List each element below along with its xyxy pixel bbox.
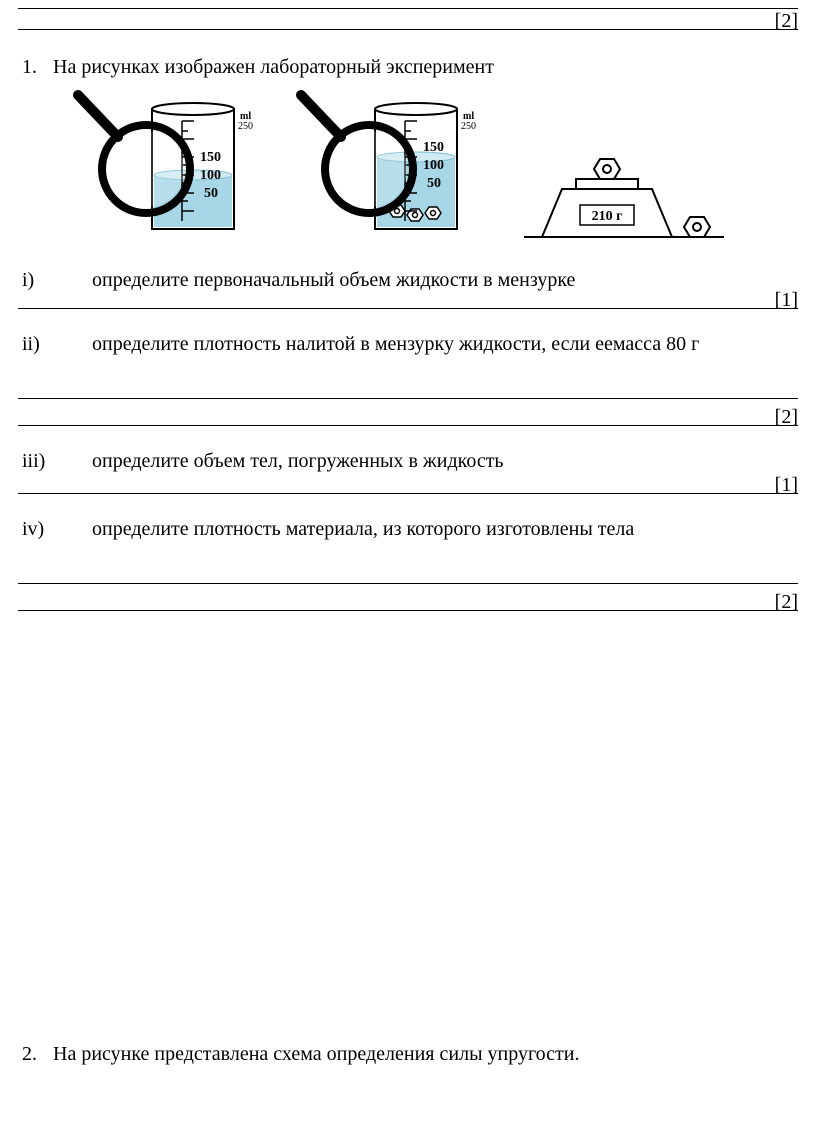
beaker-2: ml 250 150 100 50 <box>301 95 486 245</box>
sub-iv-mark-line: [2] <box>18 610 798 611</box>
sub-iv-mark: [2] <box>775 589 798 616</box>
sub-ii-mark-line: [2] <box>18 425 798 426</box>
balance-scale: 210 г <box>524 125 724 245</box>
svg-text:100: 100 <box>200 168 221 183</box>
beaker-1: ml 250 150 100 50 <box>78 95 263 245</box>
q2-text: На рисунке представлена схема определени… <box>53 1043 579 1065</box>
sub-i: i) определите первоначальный объем жидко… <box>22 267 798 294</box>
sub-i-text: определите первоначальный объем жидкости… <box>92 267 575 294</box>
svg-text:210 г: 210 г <box>592 209 623 224</box>
q1-text: На рисунках изображен лабораторный экспе… <box>53 56 494 78</box>
svg-text:50: 50 <box>204 186 218 201</box>
sub-iii-text: определите объем тел, погруженных в жидк… <box>92 448 504 475</box>
sub-iii-mark-line: [1] <box>18 493 798 494</box>
sub-ii-mark: [2] <box>775 404 798 431</box>
svg-text:150: 150 <box>200 150 221 165</box>
svg-text:250: 250 <box>461 121 476 132</box>
svg-text:150: 150 <box>423 140 444 155</box>
top-mark: [2] <box>775 8 798 35</box>
q1: 1. На рисунках изображен лабораторный эк… <box>22 54 798 81</box>
q2: 2. На рисунке представлена схема определ… <box>22 1041 798 1068</box>
sub-iii: iii) определите объем тел, погруженных в… <box>22 448 798 475</box>
top-mark-line: [2] <box>18 29 798 30</box>
sub-i-mark: [1] <box>775 287 798 314</box>
sub-iv: iv) определите плотность материала, из к… <box>22 516 798 543</box>
svg-text:250: 250 <box>238 121 253 132</box>
sub-iv-roman: iv) <box>22 516 92 543</box>
experiment-figure: ml 250 150 100 50 <box>78 95 798 245</box>
q2-number: 2. <box>22 1041 48 1068</box>
q1-number: 1. <box>22 54 48 81</box>
sub-ii-roman: ii) <box>22 331 92 358</box>
sub-iii-roman: iii) <box>22 448 92 475</box>
sub-iii-mark: [1] <box>775 472 798 499</box>
sub-i-roman: i) <box>22 267 92 294</box>
svg-text:100: 100 <box>423 158 444 173</box>
svg-text:50: 50 <box>427 176 441 191</box>
sub-iv-text: определите плотность материала, из котор… <box>92 516 634 543</box>
sub-ii: ii) определите плотность налитой в мензу… <box>22 331 798 358</box>
magnifier-icon <box>64 87 194 237</box>
sub-i-mark-line: [1] <box>18 308 798 309</box>
spacer <box>18 611 798 1041</box>
magnifier-icon <box>287 87 417 237</box>
sub-ii-text: определите плотность налитой в мензурку … <box>92 331 699 358</box>
scale-svg: 210 г <box>524 125 724 245</box>
